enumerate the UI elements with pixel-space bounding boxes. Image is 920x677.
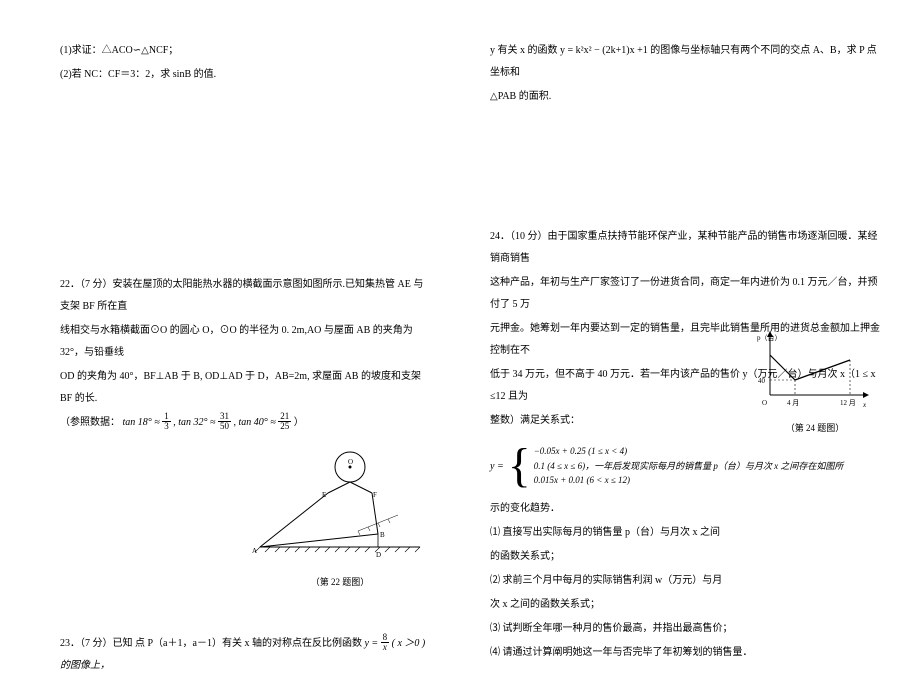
spacer-2 [60,593,430,633]
spacer [60,104,430,274]
q23-y: y = [364,638,380,649]
q23-intro: 23．（7 分）已知 点 P（a＋1，a－1）有关 x 轴的对称点在反比例函数 [60,638,362,649]
frac-den: 25 [278,422,291,431]
tan40-label: , tan 40° ≈ [234,417,276,428]
q24-sub1: ⑴ 直接写出实际每月的销售量 p（台）与月次 x 之间 [490,522,880,544]
figure-24: p（台） x O 40 4 月 12 月 （第 24 题图） [755,325,875,434]
piecewise-cases: −0.05x + 0.25 (1 ≤ x < 4) 0.1 (4 ≤ x ≤ 6… [534,444,844,487]
frac-1-3: 1 3 [162,412,171,431]
q24-sub4: ⑷ 请通过计算阐明她这一年与否完毕了年初筹划的销售量． [490,642,880,664]
q24-line2: 这种产品，年初与生产厂家签订了一份进货合同，商定一年内进价为 0.1 万元／台，… [490,272,880,316]
svg-text:A: A [252,547,257,555]
frac-21-25: 21 25 [278,412,291,431]
q23-line: 23．（7 分）已知 点 P（a＋1，a－1）有关 x 轴的对称点在反比例函数 … [60,633,430,677]
frac-den: 50 [218,422,231,431]
frac-8-x: 8 x [381,633,390,652]
q22-line3: OD 的夹角为 40°，BF⊥AB 于 B, OD⊥AD 于 D，AB=2m, … [60,366,430,410]
q22-line2: 线相交与水箱横截面⊙O 的圆心 O，⊙O 的半径为 0. 2m,AO 与屋面 A… [60,320,430,364]
case-1: −0.05x + 0.25 (1 ≤ x < 4) [534,444,844,458]
tan18-label: tan 18° ≈ [123,417,160,428]
spacer-3 [490,126,880,226]
q24-line6: 示的变化趋势． [490,498,880,520]
proof-1: (1)求证：△ACO∽△NCF； [60,40,430,62]
ref-open: （参照数据： [60,417,120,428]
figure-24-caption: （第 24 题图） [755,421,875,434]
q23-cont2: △PAB 的面积. [490,86,880,108]
figure-22-caption: （第 22 题图） [240,575,440,588]
piecewise: y = { −0.05x + 0.25 (1 ≤ x < 4) 0.1 (4 ≤… [490,442,843,490]
q24-line1: 24．（10 分）由于国家重点扶持节能环保产业，某种节能产品的销售市场逐渐回暖．… [490,226,880,270]
frac-31-50: 31 50 [218,412,231,431]
q24-sub1b: 的函数关系式； [490,546,880,568]
svg-text:40: 40 [758,377,766,385]
left-column: (1)求证：△ACO∽△NCF； (2)若 NC：CF＝3：2，求 sinB 的… [0,0,460,638]
svg-text:E: E [322,491,326,499]
case-3: 0.015x + 0.01 (6 < x ≤ 12) [534,473,844,487]
svg-text:12 月: 12 月 [840,399,856,407]
svg-text:B: B [380,531,385,539]
q22-line1: 22．（7 分）安装在屋顶的太阳能热水器的横截面示意图如图所示.已知集热管 AE… [60,274,430,318]
svg-text:O: O [762,399,767,407]
right-column: y 有关 x 的函数 y = k²x² − (2k+1)x +1 的图像与坐标轴… [460,0,920,638]
q22-reference: （参照数据： tan 18° ≈ 1 3 , tan 32° ≈ 31 50 ,… [60,412,430,434]
svg-text:D: D [376,551,381,559]
frac-den: 3 [162,422,171,431]
tan32-label: , tan 32° ≈ [173,417,215,428]
svg-text:O: O [348,458,353,466]
brace-icon: { [508,442,531,490]
svg-text:x: x [862,401,867,409]
q24-sub2: ⑵ 求前三个月中每月的实际销售利润 w（万元）与月 [490,570,880,592]
q24-sub3: ⑶ 试判断全年哪一种月的售价最高，并指出最高售价； [490,618,880,640]
proof-2: (2)若 NC：CF＝3：2，求 sinB 的值. [60,64,430,86]
svg-text:4 月: 4 月 [787,399,799,407]
piecewise-y: y = [490,461,504,472]
q23-cont: y 有关 x 的函数 y = k²x² − (2k+1)x +1 的图像与坐标轴… [490,40,880,84]
case-2: 0.1 (4 ≤ x ≤ 6)，一年后发现实际每月的销售量 p（台）与月次 x … [534,459,844,473]
frac-num: 8 [381,633,390,643]
figure-24-svg: p（台） x O 40 4 月 12 月 [755,325,875,415]
svg-text:F: F [373,491,377,499]
q24-sub2b: 次 x 之间的函数关系式； [490,594,880,616]
svg-text:p（台）: p（台） [757,333,782,342]
frac-den: x [381,643,390,652]
figure-22: O E F A B D （第 22 题图） [240,449,440,588]
ref-close: ） [294,417,304,428]
figure-22-svg: O E F A B D [240,449,440,569]
